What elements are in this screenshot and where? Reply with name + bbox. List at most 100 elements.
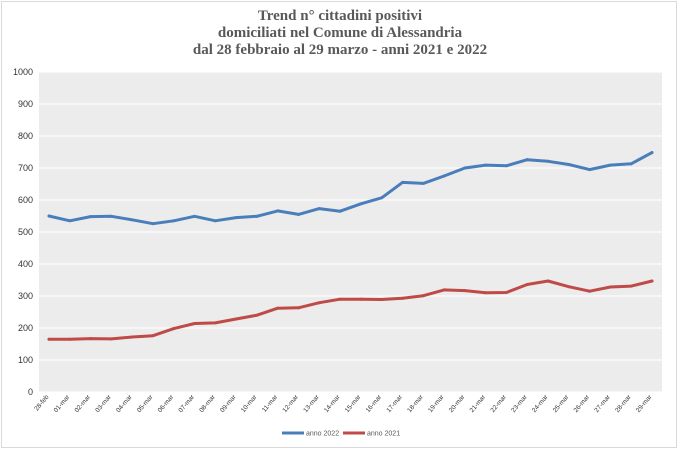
data-point xyxy=(650,151,654,155)
x-tick-label: 19-mar xyxy=(427,393,446,414)
y-tick-label: 100 xyxy=(18,355,33,365)
data-point xyxy=(546,159,550,163)
data-point xyxy=(504,290,508,294)
data-point xyxy=(338,297,342,301)
data-point xyxy=(297,306,301,310)
data-point xyxy=(68,337,72,341)
data-point xyxy=(442,288,446,292)
data-point xyxy=(525,282,529,286)
x-axis-ticks: 28-feb 01-mar 02-mar 03-mar 04-mar 05-mar 06-m… xyxy=(33,393,654,414)
data-point xyxy=(421,294,425,298)
legend-label-0: anno 2022 xyxy=(306,431,339,438)
data-point xyxy=(608,285,612,289)
data-point xyxy=(359,202,363,206)
data-point xyxy=(213,321,217,325)
chart-title-line-1: Trend n° cittadini positivi xyxy=(257,8,423,24)
x-tick-label: 26-mar xyxy=(573,393,592,414)
data-point xyxy=(588,289,592,293)
x-tick-label: 16-mar xyxy=(365,393,384,414)
chart-title-line-3: dal 28 febbraio al 29 marzo - anni 2021 … xyxy=(192,42,488,58)
x-tick-label: 28-feb xyxy=(33,393,50,412)
data-point xyxy=(650,279,654,283)
series-line-1 xyxy=(47,279,654,341)
x-tick-label: 02-mar xyxy=(74,393,93,414)
x-tick-label: 13-mar xyxy=(302,393,321,414)
x-tick-label: 25-mar xyxy=(552,393,571,414)
data-point xyxy=(463,166,467,170)
gridlines xyxy=(39,71,662,393)
chart-title: Trend n° cittadini positivi domiciliati … xyxy=(0,8,680,59)
data-point xyxy=(89,337,93,341)
data-point xyxy=(213,219,217,223)
data-point xyxy=(567,162,571,166)
x-tick-label: 20-mar xyxy=(448,393,467,414)
data-point xyxy=(400,296,404,300)
x-tick-label: 10-mar xyxy=(240,393,259,414)
data-point xyxy=(629,284,633,288)
x-tick-label: 29-mar xyxy=(635,393,654,414)
data-point xyxy=(588,168,592,172)
x-tick-label: 12-mar xyxy=(281,393,300,414)
data-point xyxy=(463,289,467,293)
y-tick-label: 800 xyxy=(18,131,33,141)
y-tick-label: 200 xyxy=(18,323,33,333)
data-point xyxy=(525,158,529,162)
data-point xyxy=(234,317,238,321)
x-tick-label: 06-mar xyxy=(157,393,176,414)
x-tick-label: 27-mar xyxy=(593,393,612,414)
data-point xyxy=(172,327,176,331)
x-tick-label: 17-mar xyxy=(385,393,404,414)
data-point xyxy=(546,279,550,283)
data-point xyxy=(276,209,280,213)
data-point xyxy=(484,163,488,167)
data-point xyxy=(89,215,93,219)
data-point xyxy=(193,214,197,218)
data-point xyxy=(47,337,51,341)
x-tick-label: 11-mar xyxy=(261,393,280,414)
x-tick-label: 05-mar xyxy=(136,393,155,414)
data-point xyxy=(504,164,508,168)
data-point xyxy=(130,218,134,222)
data-point xyxy=(234,216,238,220)
series-lines xyxy=(47,151,654,341)
data-point xyxy=(567,285,571,289)
x-tick-label: 24-mar xyxy=(531,393,550,414)
data-point xyxy=(629,162,633,166)
data-point xyxy=(484,291,488,295)
y-tick-label: 1000 xyxy=(13,67,33,77)
y-tick-label: 500 xyxy=(18,227,33,237)
y-axis-ticks: 0 100 200 300 400 500 600 700 800 900 1000 xyxy=(13,67,33,397)
x-tick-label: 01-mar xyxy=(53,393,72,414)
data-point xyxy=(130,335,134,339)
data-point xyxy=(442,174,446,178)
x-tick-label: 04-mar xyxy=(115,393,134,414)
x-tick-label: 21-mar xyxy=(469,393,488,414)
data-point xyxy=(151,222,155,226)
y-tick-label: 900 xyxy=(18,99,33,109)
data-point xyxy=(276,306,280,310)
y-tick-label: 600 xyxy=(18,195,33,205)
y-tick-label: 400 xyxy=(18,259,33,269)
data-point xyxy=(317,301,321,305)
data-point xyxy=(421,181,425,185)
data-point xyxy=(317,207,321,211)
data-point xyxy=(109,337,113,341)
legend-label-1: anno 2021 xyxy=(367,431,400,438)
y-tick-label: 700 xyxy=(18,163,33,173)
y-tick-label: 300 xyxy=(18,291,33,301)
data-point xyxy=(255,214,259,218)
x-tick-label: 09-mar xyxy=(219,393,238,414)
series-line-0 xyxy=(47,151,654,226)
x-tick-label: 23-mar xyxy=(510,393,529,414)
x-tick-label: 14-mar xyxy=(323,393,342,414)
x-tick-label: 07-mar xyxy=(177,393,196,414)
x-tick-label: 18-mar xyxy=(406,393,425,414)
data-point xyxy=(68,219,72,223)
data-point xyxy=(193,322,197,326)
x-tick-label: 15-mar xyxy=(344,393,363,414)
data-point xyxy=(172,219,176,223)
data-point xyxy=(109,214,113,218)
x-tick-label: 03-mar xyxy=(94,393,113,414)
data-point xyxy=(608,163,612,167)
